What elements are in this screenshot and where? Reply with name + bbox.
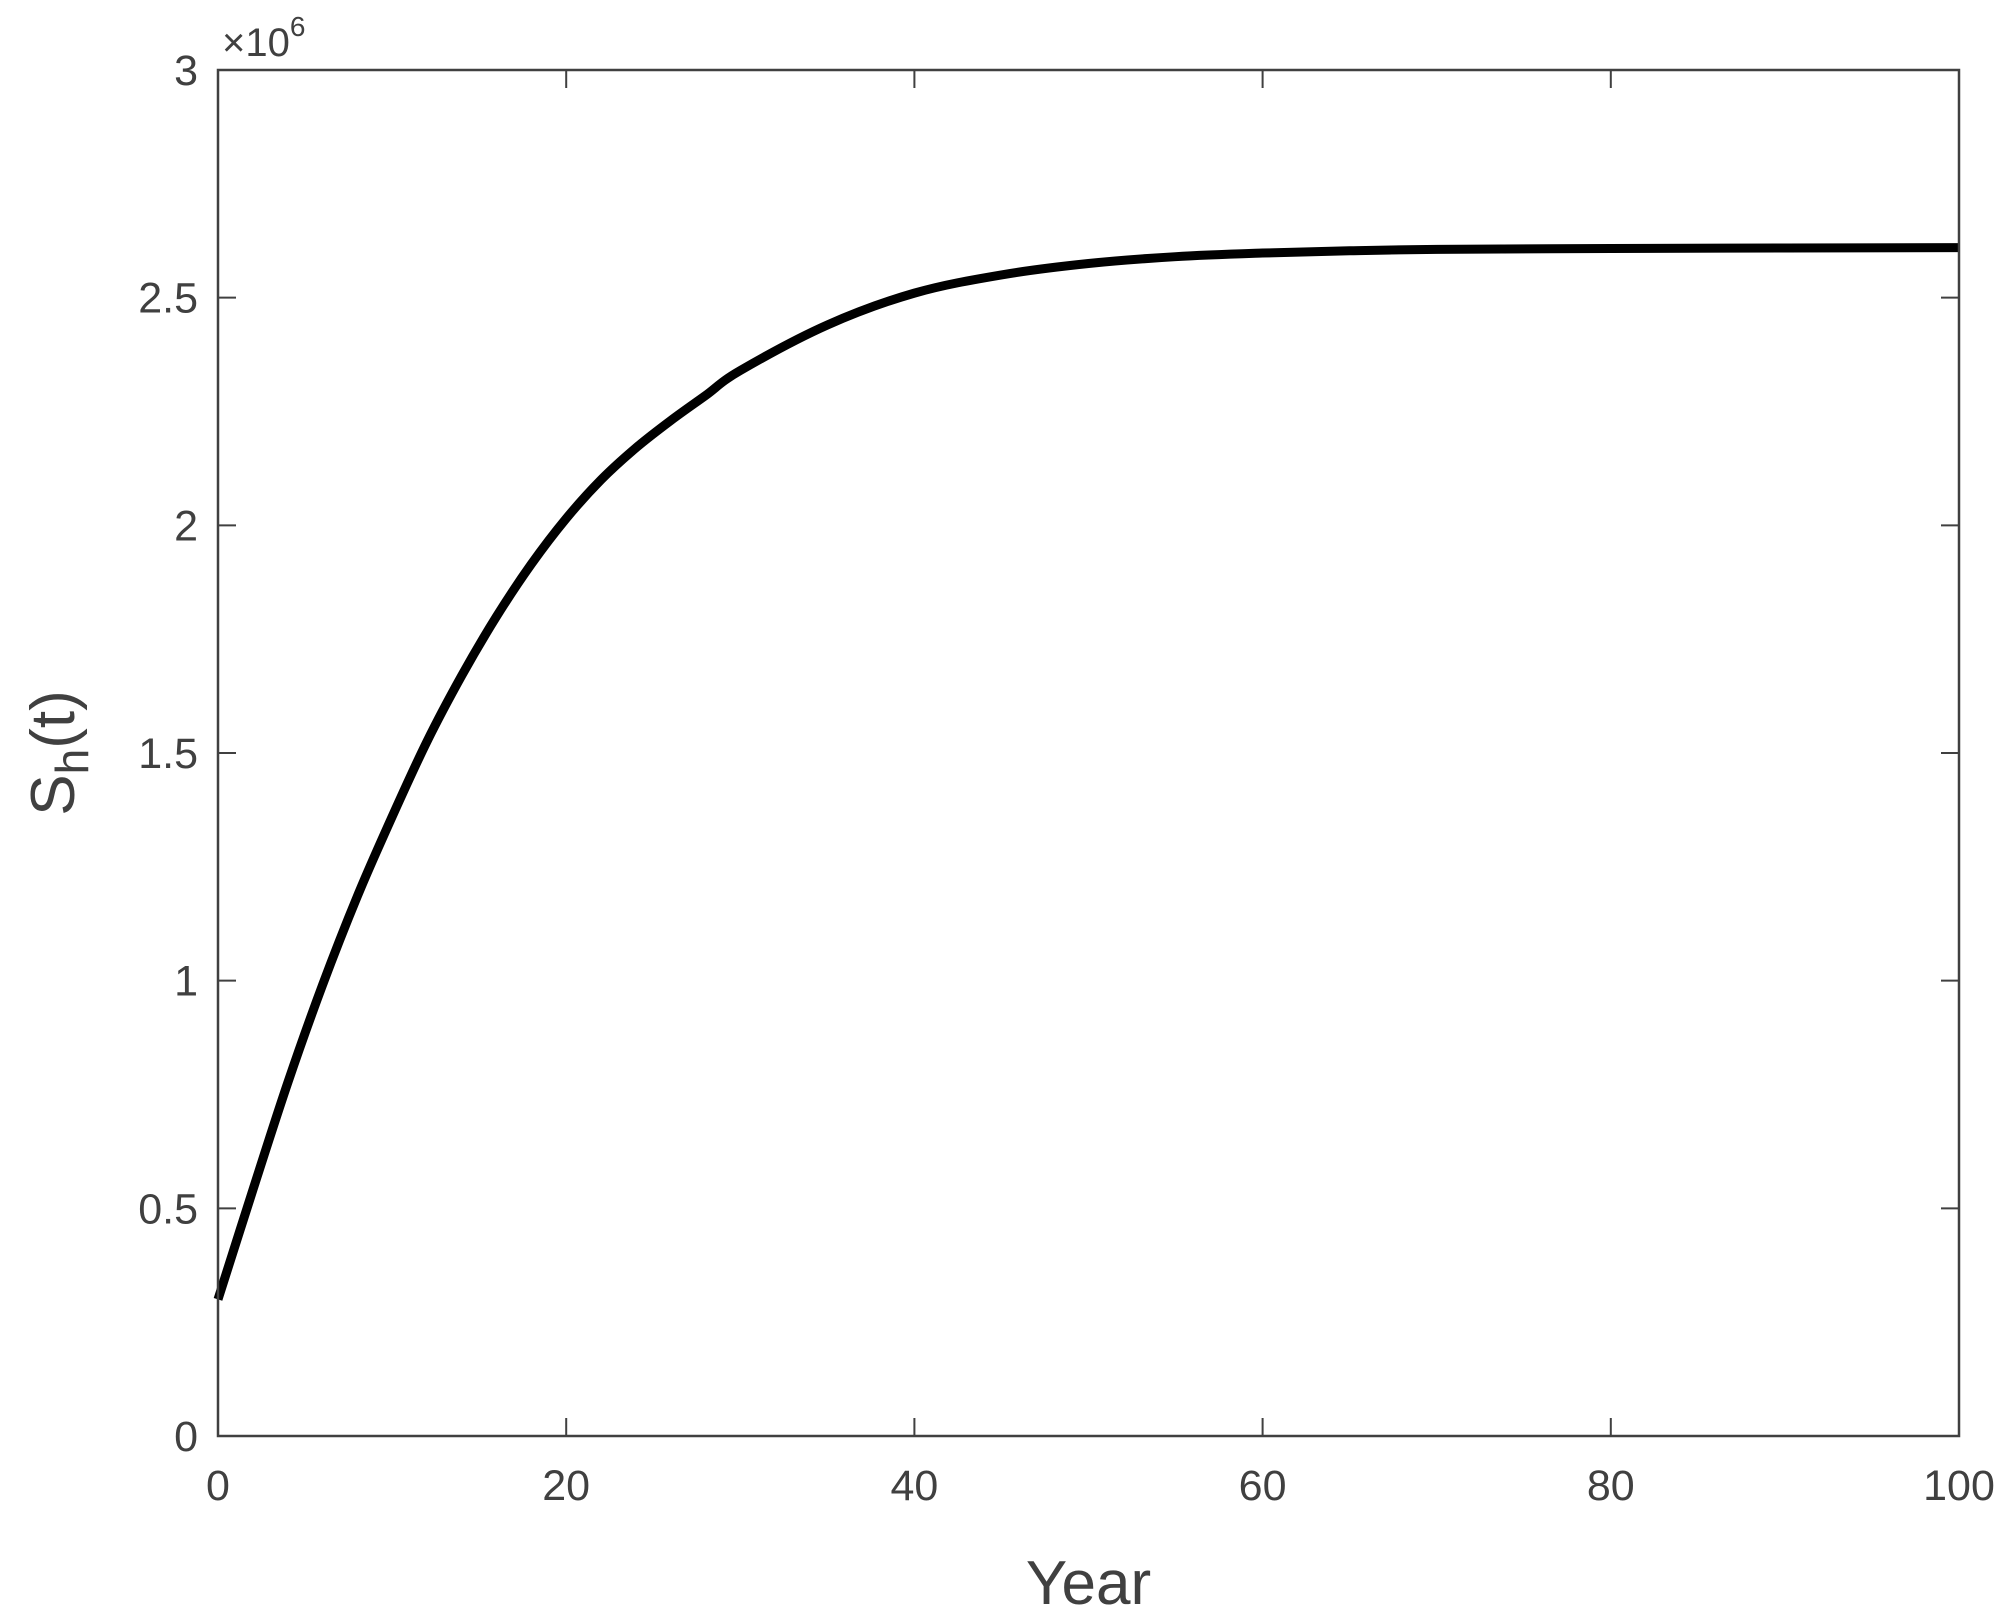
y-multiplier-exponent: 6: [290, 11, 306, 42]
y-label-suffix: (t): [19, 690, 88, 749]
tick-labels: 0 20 40 60 80 100 0 0.5 1 1.5 2 2.5 3: [138, 47, 1995, 1510]
y-tick-label: 3: [174, 47, 198, 95]
series-line: [213, 243, 1960, 1301]
data-series: [213, 243, 1960, 1301]
x-tick-label: 100: [1923, 1462, 1995, 1510]
y-multiplier-prefix: ×10: [222, 21, 290, 65]
x-tick-label: 80: [1587, 1462, 1635, 1510]
y-axis-multiplier: ×106: [222, 11, 305, 65]
x-tick-label: 60: [1239, 1462, 1287, 1510]
y-label-subscript: h: [46, 749, 98, 775]
y-tick-label: 2: [174, 502, 198, 550]
y-tick-label: 1.5: [138, 730, 198, 778]
y-tick-label: 1: [174, 958, 198, 1006]
x-axis-label: Year: [1026, 1549, 1151, 1611]
y-tick-label: 2.5: [138, 275, 198, 323]
x-tick-label: 0: [206, 1462, 230, 1510]
x-tick-label: 40: [890, 1462, 938, 1510]
y-tick-label: 0.5: [138, 1185, 198, 1233]
y-tick-label: 0: [174, 1413, 198, 1461]
x-tick-label: 20: [542, 1462, 590, 1510]
y-label-main: S: [19, 774, 88, 815]
y-axis-label: Sh(t): [19, 690, 98, 815]
plot-box: [216, 68, 1961, 1438]
